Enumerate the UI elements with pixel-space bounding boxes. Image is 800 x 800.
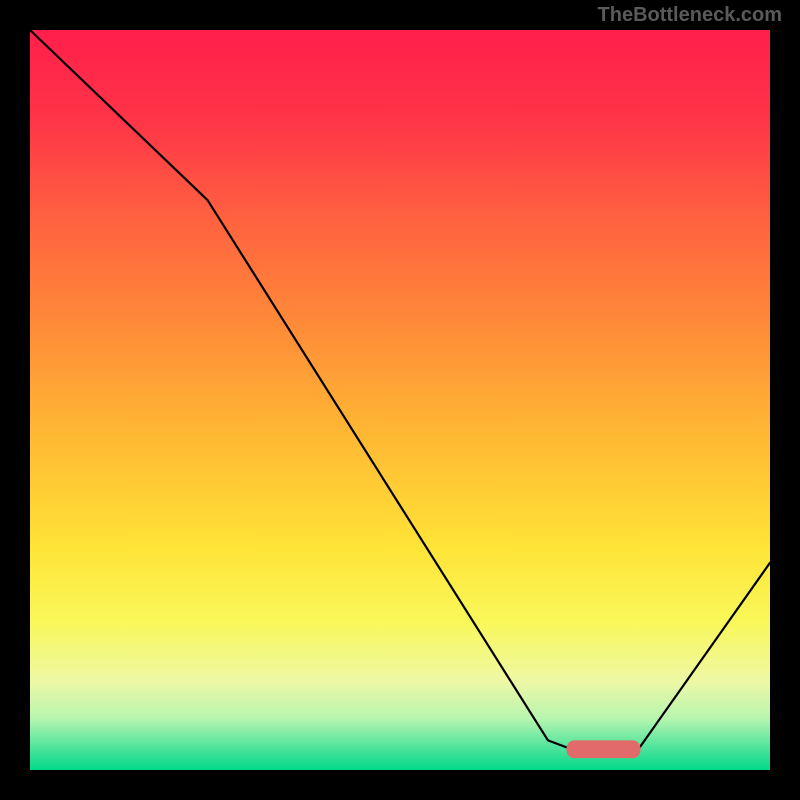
chart-container: TheBottleneck.com xyxy=(0,0,800,800)
bottleneck-chart xyxy=(0,0,800,800)
watermark-text: TheBottleneck.com xyxy=(598,4,782,27)
minimum-marker xyxy=(567,740,641,758)
plot-background xyxy=(30,30,770,770)
